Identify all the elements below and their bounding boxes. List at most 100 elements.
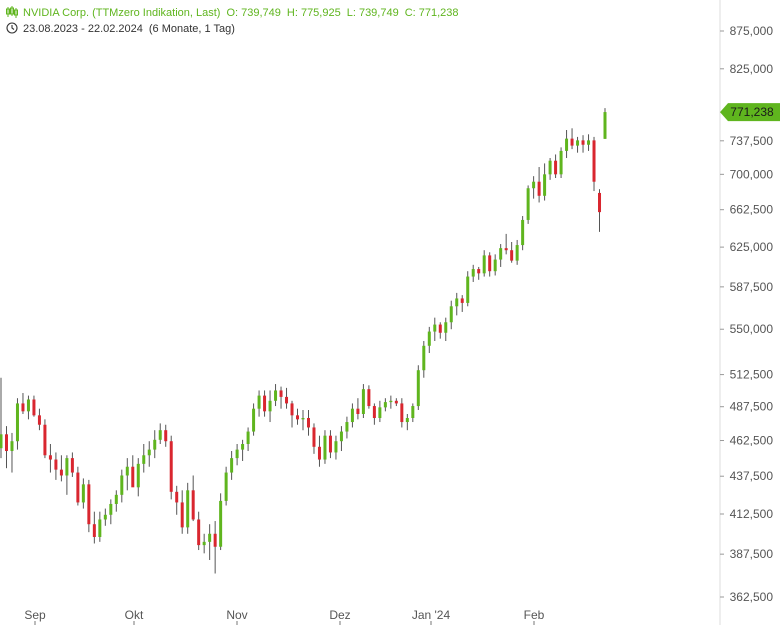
y-tick-label: 875,000 <box>730 24 774 38</box>
candle <box>422 341 426 378</box>
candle <box>142 444 146 473</box>
candle <box>213 521 217 574</box>
candle-body <box>427 331 431 346</box>
candle <box>460 295 464 312</box>
candle-body <box>59 469 63 476</box>
candle-body <box>169 441 173 492</box>
candle <box>246 427 250 452</box>
candle-body <box>433 324 437 332</box>
candle <box>477 266 481 280</box>
candle <box>521 216 525 251</box>
candle-body <box>504 248 508 251</box>
x-tick-label: Feb <box>524 608 545 622</box>
candle-body <box>164 430 168 442</box>
candle-body <box>87 484 91 525</box>
candlestick-icon <box>6 6 18 18</box>
candle-body <box>526 188 530 220</box>
candle-body <box>26 399 30 412</box>
candle-body <box>65 458 69 476</box>
candle <box>592 136 596 192</box>
candle <box>394 398 398 407</box>
candle-body <box>224 472 228 501</box>
candle-body <box>603 112 607 139</box>
candle <box>570 128 574 150</box>
candle-body <box>306 418 310 428</box>
candle <box>125 458 129 491</box>
chart-header-quote: NVIDIA Corp. (TTMzero Indikation, Last) O… <box>6 6 465 19</box>
candle-body <box>147 449 151 456</box>
clock-icon <box>6 22 18 34</box>
candle <box>114 490 118 512</box>
candle-body <box>70 458 74 473</box>
candle-body <box>142 455 146 464</box>
candle-body <box>219 500 223 547</box>
candle-body <box>471 269 475 277</box>
candle-body <box>317 446 321 460</box>
instrument-name: NVIDIA Corp. (TTMzero Indikation, Last) <box>23 7 221 19</box>
candle <box>109 499 113 525</box>
candle <box>334 435 338 460</box>
candle-body <box>493 259 497 272</box>
candle-body <box>389 400 393 403</box>
candle-body <box>15 403 19 442</box>
candle <box>92 511 96 544</box>
candle <box>598 189 602 232</box>
candle <box>449 300 453 330</box>
candle <box>515 239 519 265</box>
candle <box>98 511 102 542</box>
candle <box>383 398 387 412</box>
candle-body <box>455 298 459 307</box>
candle <box>43 419 47 459</box>
candle <box>263 390 267 417</box>
candle <box>54 452 58 480</box>
candle <box>543 163 547 201</box>
x-tick-label: Okt <box>125 608 144 622</box>
candle-body <box>510 250 514 261</box>
candle <box>581 135 585 153</box>
candle-body <box>411 406 415 419</box>
candle <box>169 435 173 500</box>
candle-body <box>114 494 118 504</box>
y-tick-label: 662,500 <box>730 203 774 217</box>
candle-body <box>565 138 569 151</box>
x-axis: Sep Okt Nov Dez Jan '24 Feb <box>24 608 545 625</box>
candle <box>504 233 508 255</box>
candle-body <box>334 441 338 453</box>
candle-body <box>109 503 113 515</box>
y-tick-label: 387,500 <box>730 547 774 561</box>
candle <box>219 493 223 551</box>
candle-body <box>0 434 3 449</box>
candle <box>147 441 151 467</box>
candle <box>59 455 63 482</box>
candle-body <box>180 502 184 528</box>
candle <box>389 395 393 409</box>
candle <box>103 508 107 526</box>
candle <box>230 451 234 480</box>
candle-body <box>367 389 371 407</box>
candle <box>10 432 14 473</box>
candle-body <box>559 150 563 175</box>
candle-body <box>372 406 376 419</box>
candle-body <box>131 466 135 488</box>
candle <box>433 317 437 342</box>
candle-body <box>405 418 409 423</box>
candle-body <box>10 441 14 452</box>
candle-body <box>241 444 245 450</box>
candle-body <box>361 389 365 414</box>
candle <box>565 130 569 159</box>
candle <box>285 387 289 409</box>
open-value: O: 739,749 <box>226 7 281 19</box>
candle-body <box>48 455 52 460</box>
last-price-marker: 771,238 <box>720 103 780 122</box>
candle-body <box>587 140 591 145</box>
candle-body <box>32 399 36 416</box>
candle <box>339 426 343 452</box>
candle <box>26 395 30 420</box>
candle <box>76 466 80 506</box>
candle-body <box>235 449 239 459</box>
candle-body <box>285 396 289 404</box>
candle-body <box>438 324 442 333</box>
candle <box>526 185 530 224</box>
candle <box>70 452 74 477</box>
candle <box>197 511 201 551</box>
